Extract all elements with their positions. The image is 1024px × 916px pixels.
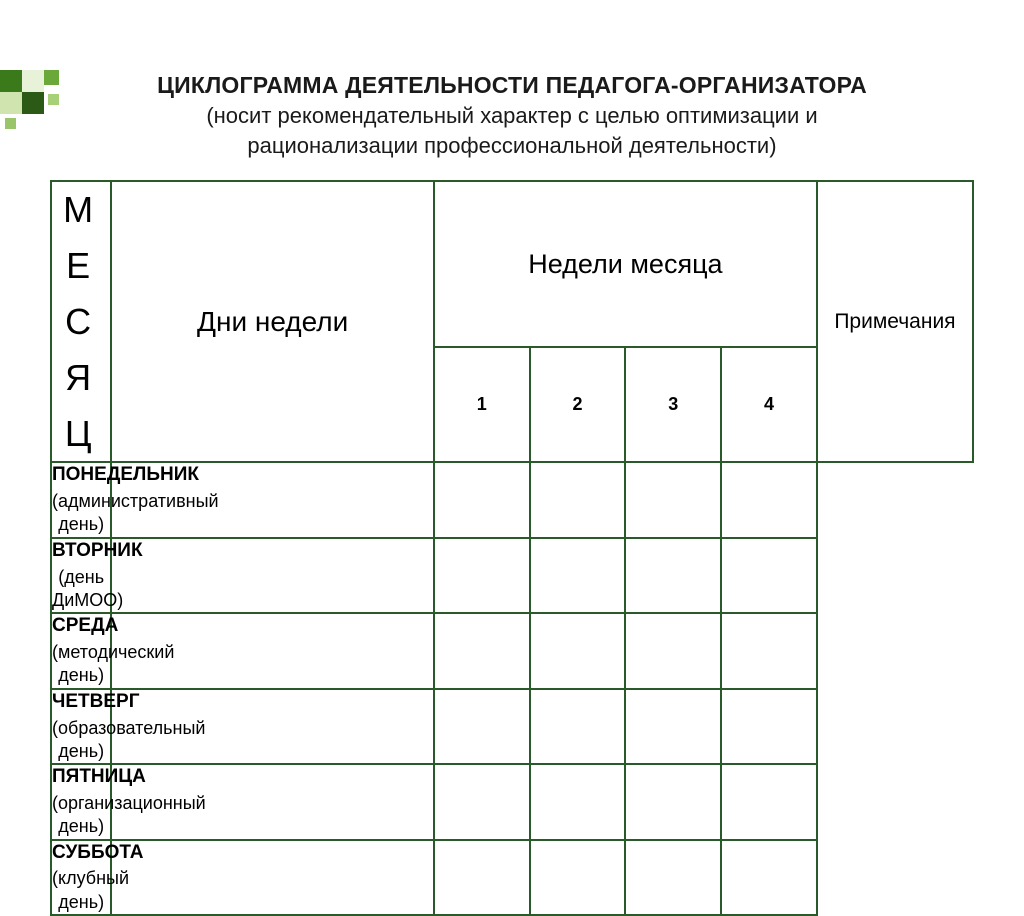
header-weeks: Недели месяца bbox=[434, 181, 817, 347]
week-cell bbox=[530, 538, 626, 613]
week-cell bbox=[530, 613, 626, 688]
week-cell bbox=[625, 689, 721, 764]
week-number-4: 4 bbox=[721, 347, 817, 462]
day-desc: (методический день) bbox=[52, 641, 110, 688]
table-row: ВТОРНИК(день ДиМОО) bbox=[51, 538, 973, 613]
week-cell bbox=[625, 764, 721, 839]
week-number-3: 3 bbox=[625, 347, 721, 462]
week-cell bbox=[625, 462, 721, 537]
week-cell bbox=[111, 538, 434, 613]
day-desc: (организационный день) bbox=[52, 792, 110, 839]
decor-square bbox=[22, 70, 44, 92]
table-row: СРЕДА(методический день) bbox=[51, 613, 973, 688]
week-cell bbox=[625, 538, 721, 613]
decor-square bbox=[48, 94, 59, 105]
header-days: Дни недели bbox=[111, 181, 434, 462]
table-row: СУББОТА(клубный день) bbox=[51, 840, 973, 915]
day-name: ЧЕТВЕРГ bbox=[52, 690, 110, 715]
corner-decoration bbox=[0, 70, 80, 130]
decor-square bbox=[0, 70, 22, 92]
cyclogram-wrapper: МЕСЯЦ Дни недели Недели месяца Примечани… bbox=[50, 180, 974, 916]
table-row: ПОНЕДЕЛЬНИК(административный день) bbox=[51, 462, 973, 537]
week-cell bbox=[530, 840, 626, 915]
decor-square bbox=[44, 70, 59, 85]
week-cell bbox=[434, 538, 530, 613]
day-desc: (административный день) bbox=[52, 490, 110, 537]
notes-cell bbox=[721, 840, 817, 915]
day-desc: (образовательный день) bbox=[52, 717, 110, 764]
notes-cell bbox=[721, 462, 817, 537]
decor-square bbox=[5, 118, 16, 129]
decor-square bbox=[0, 92, 22, 114]
header-notes: Примечания bbox=[817, 181, 973, 462]
title-sub-line2: рационализации профессиональной деятельн… bbox=[60, 131, 964, 161]
week-cell bbox=[530, 689, 626, 764]
month-column: МЕСЯЦ bbox=[51, 181, 111, 462]
week-cell bbox=[434, 764, 530, 839]
notes-cell bbox=[721, 538, 817, 613]
week-number-1: 1 bbox=[434, 347, 530, 462]
week-cell bbox=[111, 840, 434, 915]
week-cell bbox=[434, 462, 530, 537]
day-cell: ПЯТНИЦА(организационный день) bbox=[51, 764, 111, 839]
day-cell: ЧЕТВЕРГ(образовательный день) bbox=[51, 689, 111, 764]
decor-square bbox=[22, 92, 44, 114]
day-name: ПЯТНИЦА bbox=[52, 765, 110, 790]
day-desc: (клубный день) bbox=[52, 867, 110, 914]
week-cell bbox=[434, 613, 530, 688]
page-title: ЦИКЛОГРАММА ДЕЯТЕЛЬНОСТИ ПЕДАГОГА-ОРГАНИ… bbox=[60, 70, 964, 160]
week-cell bbox=[111, 764, 434, 839]
day-cell: СРЕДА(методический день) bbox=[51, 613, 111, 688]
week-cell bbox=[625, 840, 721, 915]
week-cell bbox=[530, 764, 626, 839]
title-main: ЦИКЛОГРАММА ДЕЯТЕЛЬНОСТИ ПЕДАГОГА-ОРГАНИ… bbox=[60, 70, 964, 101]
table-row: ЧЕТВЕРГ(образовательный день) bbox=[51, 689, 973, 764]
week-cell bbox=[434, 840, 530, 915]
week-cell bbox=[530, 462, 626, 537]
week-cell bbox=[434, 689, 530, 764]
day-cell: ВТОРНИК(день ДиМОО) bbox=[51, 538, 111, 613]
day-name: ВТОРНИК bbox=[52, 539, 110, 564]
week-number-2: 2 bbox=[530, 347, 626, 462]
day-name: СУББОТА bbox=[52, 841, 110, 866]
month-label: МЕСЯЦ bbox=[52, 182, 110, 461]
notes-cell bbox=[721, 613, 817, 688]
day-cell: СУББОТА(клубный день) bbox=[51, 840, 111, 915]
day-cell: ПОНЕДЕЛЬНИК(административный день) bbox=[51, 462, 111, 537]
week-cell bbox=[625, 613, 721, 688]
cyclogram-table: МЕСЯЦ Дни недели Недели месяца Примечани… bbox=[50, 180, 974, 916]
notes-cell bbox=[721, 764, 817, 839]
title-sub-line1: (носит рекомендательный характер с целью… bbox=[60, 101, 964, 131]
day-name: ПОНЕДЕЛЬНИК bbox=[52, 463, 110, 488]
day-desc: (день ДиМОО) bbox=[52, 566, 110, 613]
table-row: ПЯТНИЦА(организационный день) bbox=[51, 764, 973, 839]
notes-cell bbox=[721, 689, 817, 764]
day-name: СРЕДА bbox=[52, 614, 110, 639]
